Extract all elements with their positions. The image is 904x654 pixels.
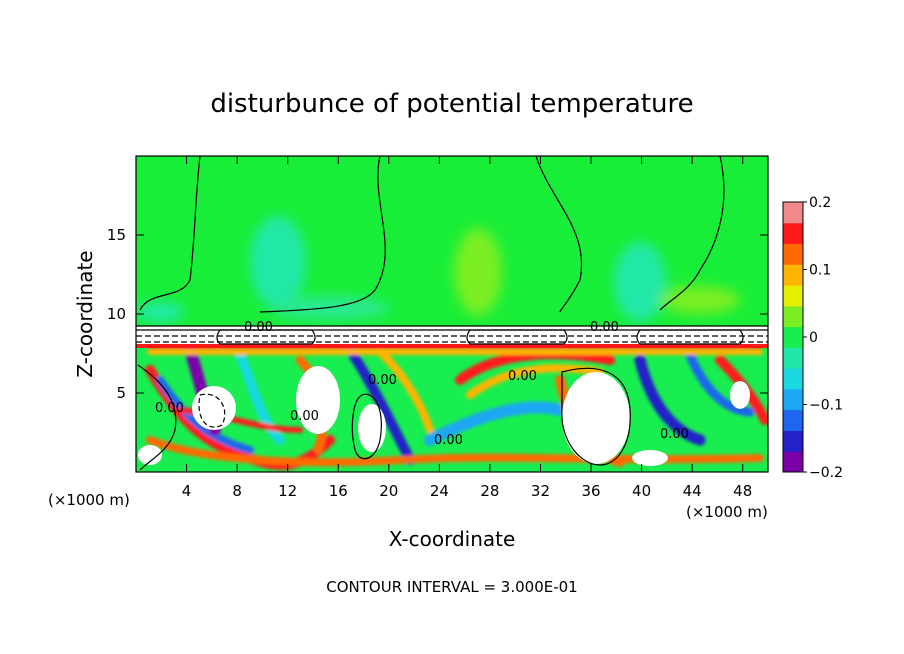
- colorbar-tick-label: −0.2: [809, 465, 843, 481]
- colorbar-tick-label: 0.1: [809, 263, 831, 279]
- colorbar-swatch: [783, 243, 803, 265]
- colorbar-tick-label: −0.1: [809, 398, 843, 414]
- y-ticks: 5 10 15: [107, 226, 768, 402]
- colorbar-tick-label: 0: [809, 330, 818, 346]
- contour-label-group: 0.00 0.00 0.00 0.00 0.00 0.00 0.00 0.00: [155, 320, 689, 448]
- x-unit-right: (×1000 m): [686, 503, 768, 521]
- colorbar-swatch: [783, 409, 803, 431]
- x-tick-label: 12: [278, 482, 297, 500]
- y-tick-label: 15: [107, 226, 126, 244]
- x-ticks: 4 8 12 16 20 24 28 32 36 40 44 48: [182, 156, 752, 500]
- colorbar-swatch: [783, 388, 803, 411]
- interface-stripe: [136, 344, 768, 348]
- x-tick-label: 20: [379, 482, 398, 500]
- x-tick-label: 48: [733, 482, 752, 500]
- x-tick-label: 44: [683, 482, 702, 500]
- contour-interval-note: CONTOUR INTERVAL = 3.000E-01: [326, 578, 577, 596]
- contour-label: 0.00: [368, 373, 397, 388]
- colorbar-swatch: [783, 368, 803, 390]
- chart-title: disturbunce of potential temperature: [210, 89, 693, 119]
- x-tick-label: 28: [480, 482, 499, 500]
- colorbar-swatch: [783, 285, 803, 307]
- colorbar-swatch: [783, 326, 803, 348]
- x-tick-label: 36: [581, 482, 600, 500]
- contour-label: 0.00: [590, 320, 619, 335]
- contour-label: 0.00: [434, 433, 463, 448]
- x-tick-label: 32: [531, 482, 550, 500]
- contour-label: 0.00: [244, 320, 273, 335]
- x-tick-label: 4: [182, 482, 192, 500]
- contour-label: 0.00: [660, 427, 689, 442]
- x-axis-title: X-coordinate: [389, 527, 516, 551]
- y-tick-label: 5: [116, 384, 126, 402]
- y-axis-title: Z-coordinate: [73, 250, 97, 377]
- colorbar-swatch: [783, 305, 803, 328]
- colorbar-swatch: [783, 202, 803, 224]
- colorbar-swatch: [783, 451, 803, 473]
- colorbar-swatch: [783, 264, 803, 286]
- colorbar-swatch: [783, 347, 803, 369]
- colorbar-frame: [782, 201, 804, 473]
- contour-label: 0.00: [508, 369, 537, 384]
- white-cells: [138, 366, 750, 466]
- colorbar-swatch: [783, 430, 803, 452]
- colorbar-tick-label: 0.2: [809, 195, 831, 211]
- x-unit-left: (×1000 m): [48, 491, 130, 509]
- colorbar-swatch: [783, 222, 803, 245]
- x-tick-label: 8: [232, 482, 242, 500]
- contour-label: 0.00: [290, 409, 319, 424]
- x-tick-label: 16: [329, 482, 348, 500]
- contour-label: 0.00: [155, 401, 184, 416]
- x-tick-label: 40: [632, 482, 651, 500]
- colorbar: 0.2 0.1 0 −0.1 −0.2: [783, 195, 843, 481]
- contour-lines: [136, 156, 768, 471]
- y-tick-label: 10: [107, 305, 126, 323]
- heatmap-field: 0.00 0.00 0.00 0.00 0.00 0.00 0.00 0.00: [136, 156, 768, 472]
- x-tick-label: 24: [430, 482, 449, 500]
